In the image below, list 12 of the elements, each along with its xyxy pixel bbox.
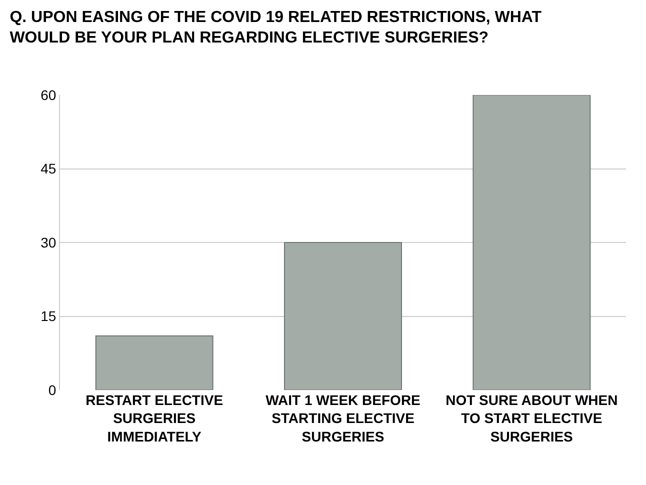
x-tick-label: NOT SURE ABOUT WHEN TO START ELECTIVE SURGERIES [446, 392, 618, 444]
y-tick-label: 45 [40, 160, 56, 177]
chart-title: Q. UPON EASING OF THE COVID 19 RELATED RESTRICTIONS, WHAT WOULD BE YOUR PLAN REGARDING ELECTIVE SURGERIES? [10, 8, 542, 47]
x-tick-label: RESTART ELECTIVE SURGERIES IMMEDIATELY [86, 392, 224, 444]
bar [95, 335, 214, 390]
bar [284, 242, 402, 390]
y-tick-label: 15 [40, 308, 56, 324]
y-tick-label: 0 [48, 382, 56, 398]
y-tick-label: 30 [40, 234, 56, 250]
x-tick-label: WAIT 1 WEEK BEFORE STARTING ELECTIVE SURGERIES [266, 392, 420, 444]
y-tick-label: 60 [40, 86, 56, 103]
bar [472, 95, 591, 390]
